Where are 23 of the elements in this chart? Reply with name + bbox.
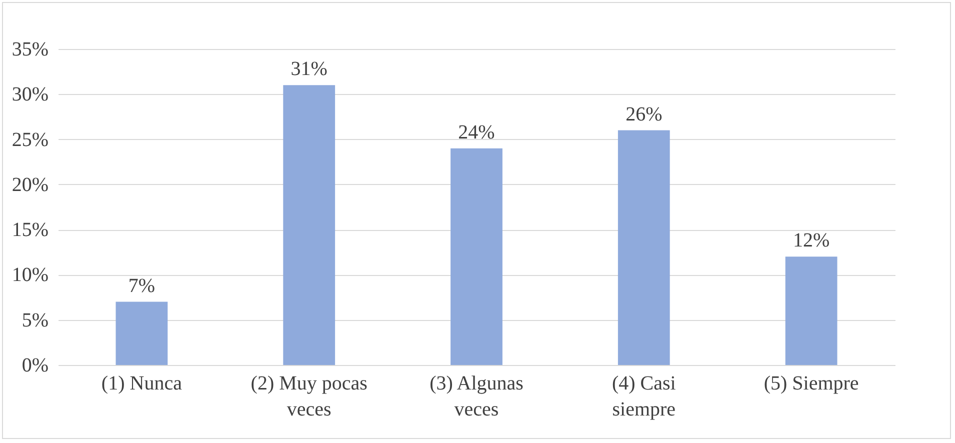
x-tick-label: (4) Casi siempre [612, 372, 676, 420]
x-tick-label: (2) Muy pocas veces [250, 372, 368, 420]
y-tick-label: 20% [12, 174, 48, 196]
y-tick-label: 25% [12, 128, 48, 151]
data-label: 31% [290, 58, 328, 80]
bar [283, 85, 336, 365]
y-tick-label: 35% [12, 38, 48, 60]
y-tick-label: 15% [12, 219, 48, 242]
x-tick-label: (1) Nunca [101, 372, 182, 394]
data-label: 24% [458, 121, 495, 144]
bar [785, 256, 838, 365]
data-label: 7% [128, 274, 156, 297]
y-tick-label: 30% [12, 84, 48, 106]
bar [116, 302, 168, 365]
x-tick-label: (5) Siempre [764, 372, 859, 394]
x-tick-label: (3) Algunas veces [430, 372, 524, 420]
bar [450, 148, 502, 365]
bar [618, 130, 670, 365]
y-tick-label: 10% [12, 264, 48, 286]
data-label: 12% [792, 230, 830, 252]
y-tick-label: 5% [22, 309, 48, 332]
y-tick-label: 0% [22, 354, 48, 376]
data-label: 26% [626, 103, 662, 126]
